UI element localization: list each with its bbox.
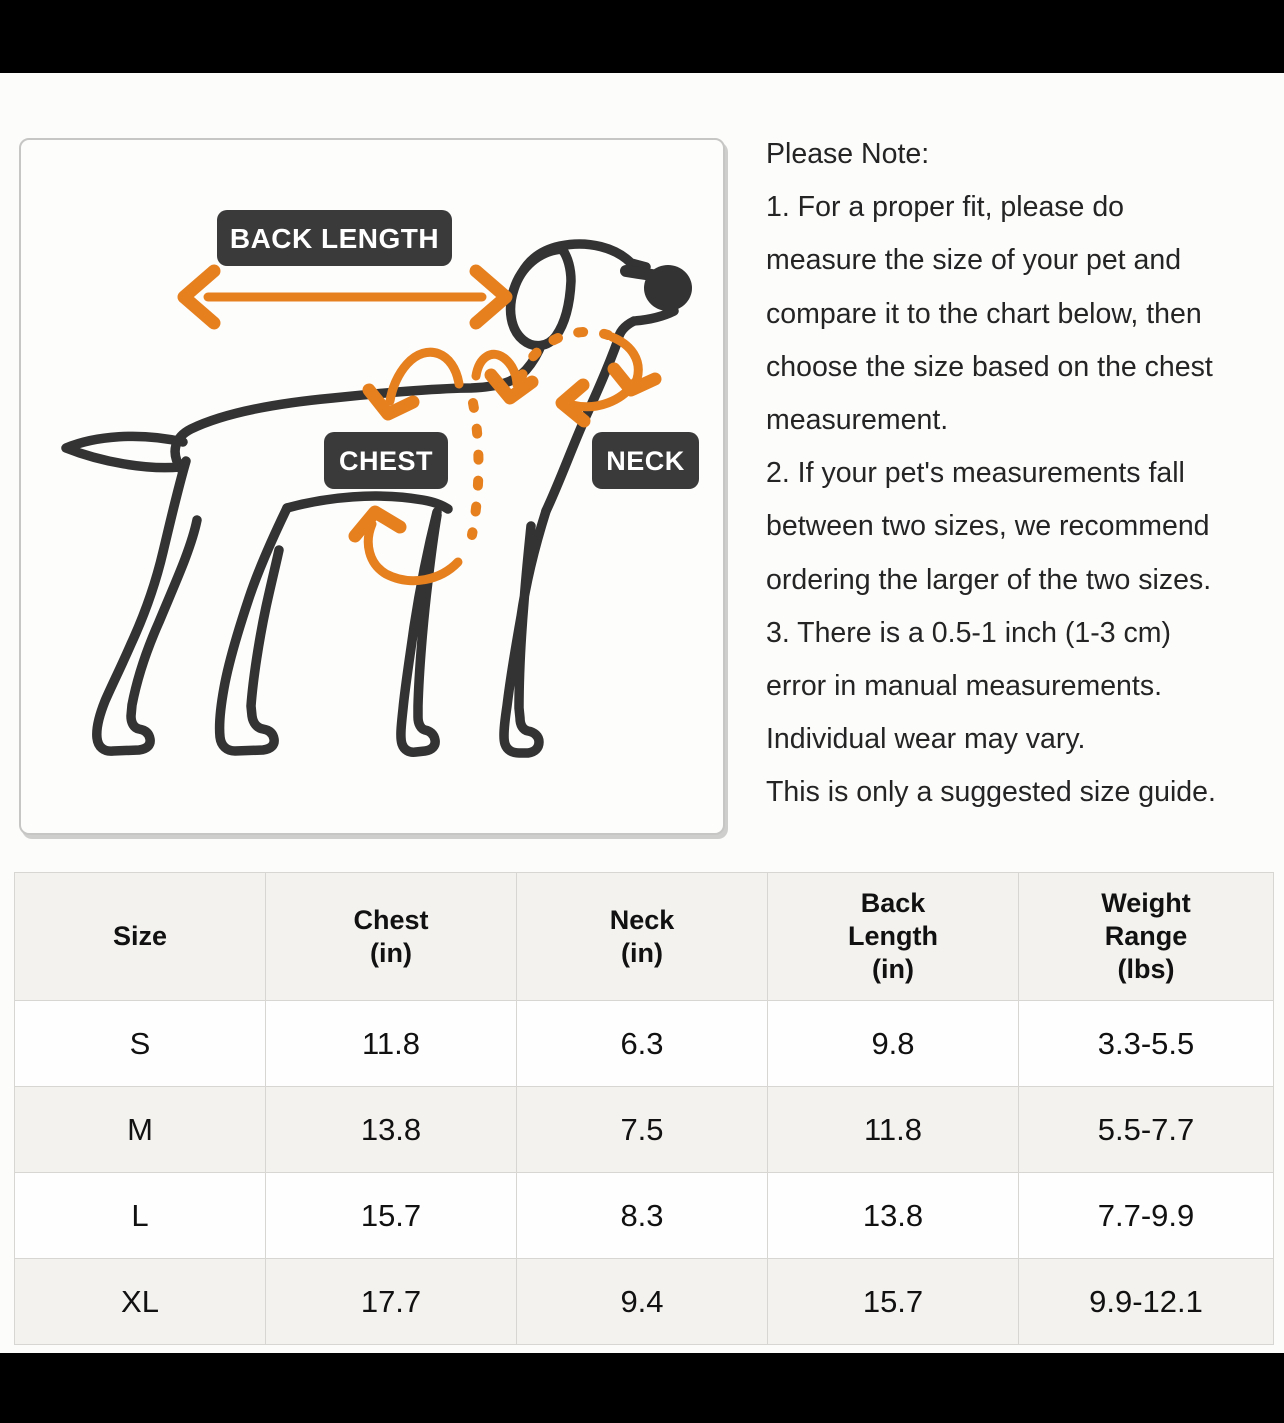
- note-line: error in manual measurements.: [766, 670, 1162, 703]
- header-line: (in): [872, 954, 914, 984]
- dog-muzzle-and-throat: [541, 306, 679, 516]
- cell-weight: 9.9-12.1: [1018, 1258, 1274, 1345]
- cell-chest: 11.8: [265, 1000, 517, 1087]
- neck-measure-arrows: [516, 326, 662, 428]
- dog-tail: [61, 431, 188, 473]
- header-line: Back: [860, 888, 926, 918]
- header-line: (lbs): [1117, 954, 1175, 984]
- cell-weight: 5.5-7.7: [1018, 1086, 1274, 1173]
- note-line: ordering the larger of the two sizes.: [766, 563, 1212, 596]
- chest-label: CHEST: [339, 446, 433, 476]
- note-line: 3. There is a 0.5-1 inch (1-3 cm): [766, 616, 1171, 649]
- header-row: Size Chest (in) Neck (in) Back Length (i…: [14, 872, 1274, 1001]
- note-line: Individual wear may vary.: [766, 723, 1086, 756]
- cell-neck: 6.3: [516, 1000, 768, 1087]
- neck-label: NECK: [606, 446, 685, 476]
- header-line: (in): [621, 937, 663, 968]
- cell-size: L: [14, 1172, 266, 1259]
- note-heading: Please Note:: [766, 138, 930, 170]
- header-line: (in): [370, 937, 412, 968]
- table-row-s: S 11.8 6.3 9.8 3.3-5.5: [14, 1000, 1274, 1087]
- dog-nose: [644, 265, 692, 311]
- table-row-m: M 13.8 7.5 11.8 5.5-7.7: [14, 1086, 1274, 1173]
- please-note-block: Please Note: 1. For a proper fit, please…: [766, 128, 1284, 820]
- table-row-l: L 15.7 8.3 13.8 7.7-9.9: [14, 1172, 1274, 1259]
- top-letterbox-bar: [0, 0, 1284, 73]
- cell-neck: 9.4: [516, 1258, 768, 1345]
- dog-back-and-neck: [170, 338, 547, 474]
- chest-label-box: [324, 432, 448, 489]
- dog-measurement-diagram: BACK LENGTH CHEST NECK: [19, 138, 725, 835]
- header-line: Neck: [609, 904, 675, 935]
- cell-chest: 13.8: [265, 1086, 517, 1173]
- dog-front-leg-rear: [396, 507, 442, 757]
- header-line: Chest: [353, 904, 429, 935]
- note-line: measure the size of your pet and: [766, 244, 1182, 277]
- cell-size: XL: [14, 1258, 266, 1345]
- cell-neck: 8.3: [516, 1172, 768, 1259]
- cell-back: 11.8: [767, 1086, 1019, 1173]
- cell-back: 15.7: [767, 1258, 1019, 1345]
- header-line: Size: [112, 921, 168, 951]
- cell-size: S: [14, 1000, 266, 1087]
- back-length-label: BACK LENGTH: [230, 223, 439, 254]
- dog-outline: [61, 239, 692, 758]
- cell-neck: 7.5: [516, 1086, 768, 1173]
- cell-chest: 15.7: [265, 1172, 517, 1259]
- cell-back: 9.8: [767, 1000, 1019, 1087]
- cell-weight: 3.3-5.5: [1018, 1000, 1274, 1087]
- table-row-xl: XL 17.7 9.4 15.7 9.9-12.1: [14, 1258, 1274, 1345]
- back-length-label-box: [217, 210, 452, 266]
- header-line: Length: [848, 921, 938, 951]
- diagram-labels: BACK LENGTH CHEST NECK: [217, 210, 699, 489]
- cell-chest: 17.7: [265, 1258, 517, 1345]
- cell-weight: 7.7-9.9: [1018, 1172, 1274, 1259]
- col-header-back-length: Back Length (in): [767, 872, 1019, 1001]
- dog-hind-leg-far: [92, 456, 202, 756]
- neck-label-box: [592, 432, 699, 489]
- cell-back: 13.8: [767, 1172, 1019, 1259]
- note-line: compare it to the chart below, then: [766, 297, 1202, 330]
- dog-ear: [505, 244, 576, 351]
- cell-size: M: [14, 1086, 266, 1173]
- bottom-letterbox-bar: [0, 1353, 1284, 1423]
- dog-front-leg-fore: [499, 506, 551, 758]
- note-line: measurement.: [766, 404, 949, 437]
- note-line: between two sizes, we recommend: [766, 510, 1210, 543]
- dog-hind-leg-near: [214, 503, 292, 756]
- col-header-size: Size: [14, 872, 266, 1001]
- dog-brow: [620, 265, 658, 281]
- dog-belly: [282, 491, 453, 514]
- col-header-weight-range: Weight Range (lbs): [1018, 872, 1274, 1001]
- dog-diagram-svg: BACK LENGTH CHEST NECK: [61, 210, 699, 758]
- col-header-chest: Chest (in): [265, 872, 517, 1001]
- size-chart-table: Size Chest (in) Neck (in) Back Length (i…: [14, 872, 1274, 1345]
- chest-measure-arrows: [348, 347, 539, 586]
- note-line: This is only a suggested size guide.: [766, 776, 1216, 809]
- note-line: 1. For a proper fit, please do: [766, 191, 1125, 224]
- note-line: choose the size based on the chest: [766, 350, 1213, 383]
- header-line: Weight: [1101, 888, 1191, 918]
- back-length-arrow: [177, 264, 513, 330]
- col-header-neck: Neck (in): [516, 872, 768, 1001]
- measurement-arrows: [177, 264, 662, 586]
- header-line: Range: [1104, 921, 1188, 951]
- note-line: 2. If your pet's measurements fall: [766, 457, 1185, 490]
